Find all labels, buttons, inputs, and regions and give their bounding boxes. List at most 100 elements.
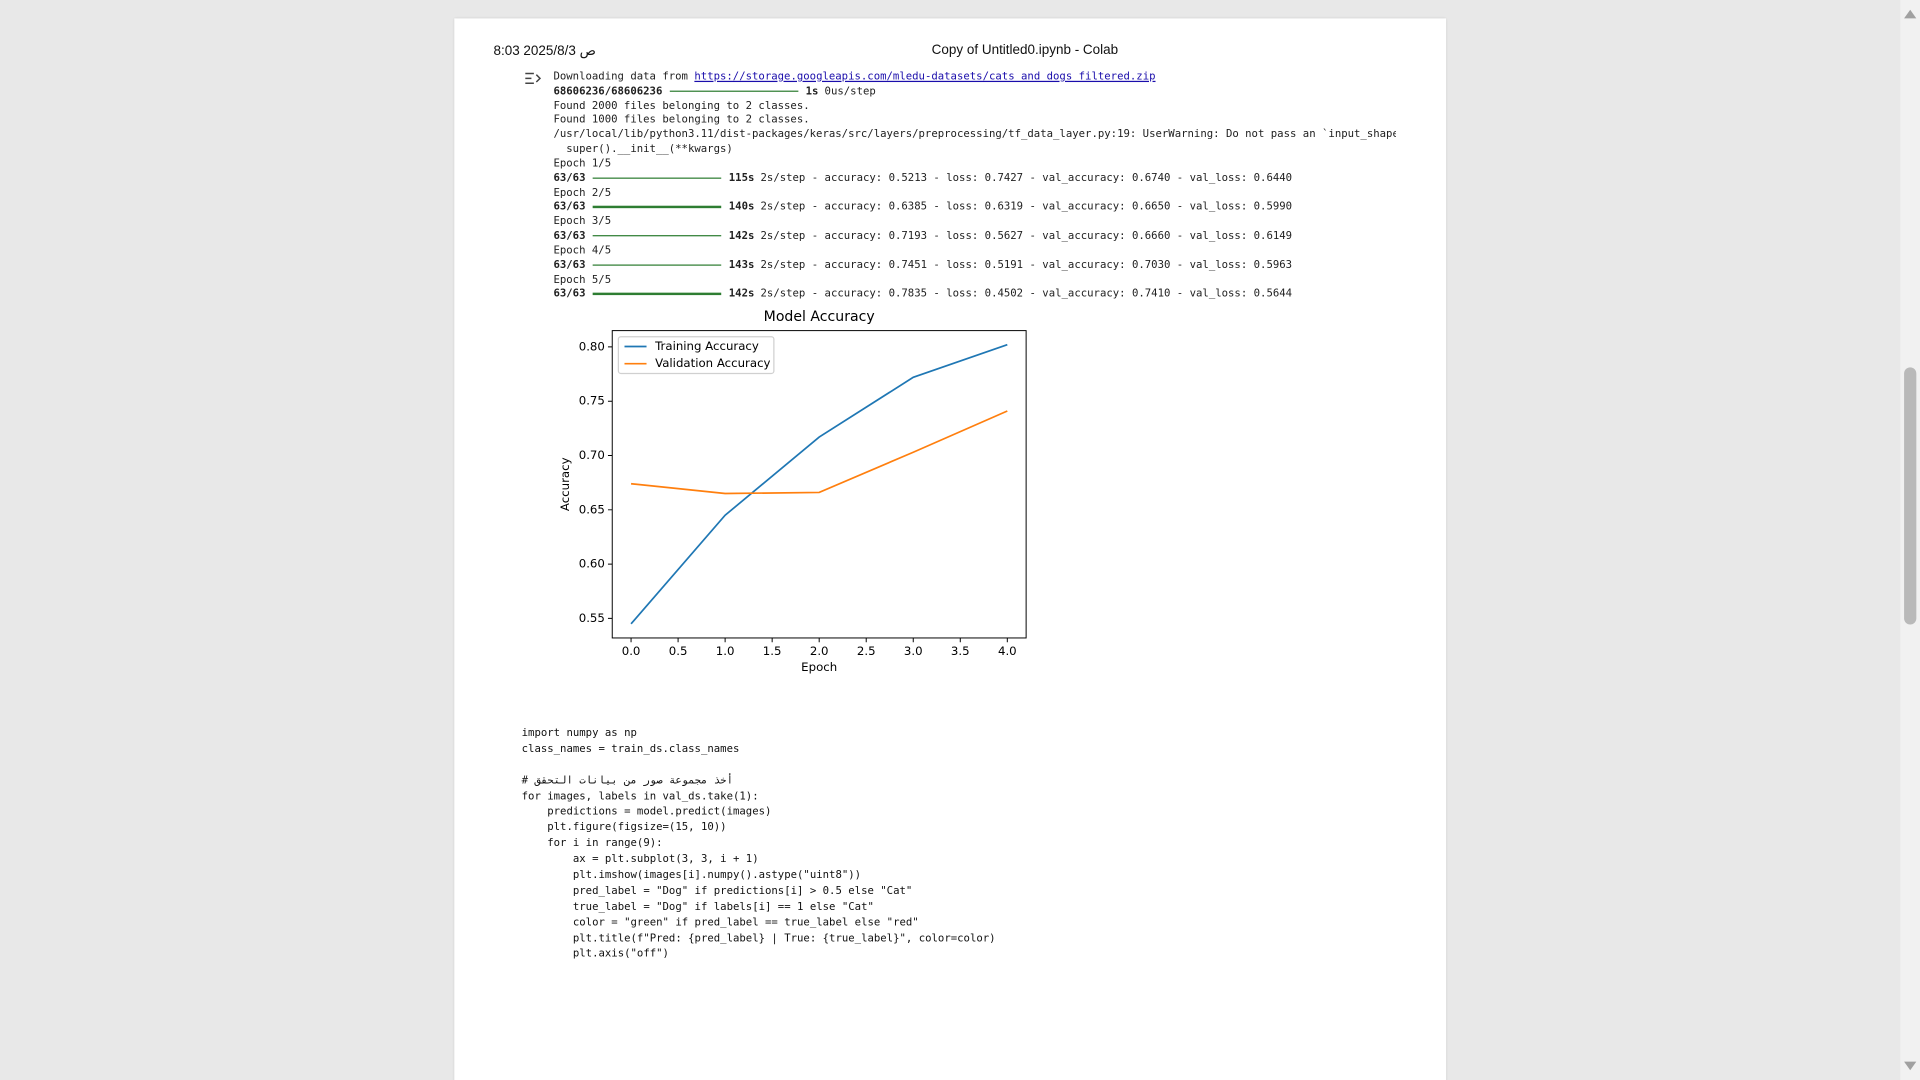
plot-frame bbox=[611, 330, 1027, 639]
output-icon bbox=[525, 72, 542, 85]
series-line bbox=[630, 410, 1008, 495]
legend-label: Training Accuracy bbox=[654, 339, 759, 353]
output-line: Epoch 3/5 bbox=[553, 216, 1395, 230]
output-line: super().__init__(**kwargs) bbox=[553, 143, 1395, 157]
output-text: Epoch 2/5 bbox=[553, 186, 612, 200]
x-tick-label: 2.0 bbox=[810, 644, 829, 658]
legend-box bbox=[617, 336, 775, 375]
progress-stats: 2s/step - accuracy: 0.7193 - loss: 0.562… bbox=[760, 230, 1293, 243]
output-line: 63/63 142s 2s/step - accuracy: 0.7835 - lo… bbox=[553, 288, 1395, 302]
output-line: 63/63 142s 2s/step - accuracy: 0.7193 - lo… bbox=[553, 230, 1395, 244]
download-link[interactable]: https://storage.googleapis.com/mledu-dat… bbox=[694, 71, 1156, 84]
x-tick-label: 1.0 bbox=[716, 644, 735, 658]
progress-bar bbox=[592, 263, 722, 266]
y-tick-label: 0.60 bbox=[579, 557, 605, 571]
y-tick-label: 0.75 bbox=[579, 394, 605, 408]
output-line: Epoch 4/5 bbox=[553, 245, 1395, 259]
progress-time: 142s bbox=[728, 230, 755, 243]
chart: Model Accuracy 0.0 0.5 1.0 1.5 2.0 2.5 3.0 3.5 4.… bbox=[557, 306, 1035, 680]
x-tick-label: 0.0 bbox=[622, 644, 641, 658]
output-line: Epoch 5/5 bbox=[553, 274, 1395, 288]
output-text: /usr/local/lib/python3.11/dist-packages/… bbox=[553, 128, 1396, 142]
series-line bbox=[630, 343, 1008, 625]
progress-bar bbox=[592, 177, 722, 179]
output-line: /usr/local/lib/python3.11/dist-packages/… bbox=[553, 129, 1395, 143]
progress-time: 142s bbox=[728, 288, 755, 301]
code-line: for i in range(9): bbox=[521, 837, 663, 851]
cell-output: Downloading data from https://storage.go… bbox=[553, 71, 1395, 303]
y-axis-label: Accuracy bbox=[558, 457, 572, 511]
output-line: Epoch 2/5 bbox=[553, 187, 1395, 201]
output-line: 63/63 140s 2s/step - accuracy: 0.6385 - lo… bbox=[553, 201, 1395, 215]
print-datetime: 8:03 2025/8/3 ص bbox=[493, 44, 596, 59]
progress-count: 63/63 bbox=[553, 201, 586, 214]
code-line: ax = plt.subplot(3, 3, i + 1) bbox=[521, 853, 759, 866]
progress-time: 140s bbox=[728, 201, 755, 214]
output-line: 68606236/68606236 1s 0us/step bbox=[553, 86, 1395, 100]
y-tick-label: 0.70 bbox=[579, 448, 605, 462]
progress-stats: 2s/step - accuracy: 0.7451 - loss: 0.519… bbox=[760, 259, 1293, 272]
x-tick-label: 2.5 bbox=[857, 644, 876, 658]
progress-bar bbox=[669, 90, 799, 92]
print-title: Copy of Untitled0.ipynb - Colab bbox=[931, 42, 1119, 58]
output-line: Downloading data from https://storage.go… bbox=[553, 71, 1395, 85]
progress-stats: 0us/step bbox=[824, 85, 876, 98]
progress-count: 68606236/68606236 bbox=[553, 85, 663, 98]
code-line: # أخذ مجموعة صور من بيانات التحقق bbox=[521, 774, 733, 787]
code-line: color = "green" if pred_label == true_la… bbox=[521, 916, 919, 930]
output-text: Epoch 1/5 bbox=[553, 157, 612, 171]
progress-stats: 2s/step - accuracy: 0.5213 - loss: 0.742… bbox=[760, 172, 1293, 185]
scroll-up[interactable] bbox=[1903, 7, 1918, 19]
scroll-down[interactable] bbox=[1903, 1060, 1918, 1072]
output-text: Epoch 3/5 bbox=[553, 215, 612, 229]
code-line: class_names = train_ds.class_names bbox=[521, 743, 740, 756]
output-line: 63/63 115s 2s/step - accuracy: 0.5213 - lo… bbox=[553, 172, 1395, 186]
plot-area bbox=[612, 330, 1027, 638]
progress-count: 63/63 bbox=[553, 172, 586, 185]
y-tick-label: 0.80 bbox=[579, 339, 605, 353]
x-tick-label: 0.5 bbox=[669, 644, 688, 658]
progress-time: 115s bbox=[728, 172, 755, 185]
legend-label: Validation Accuracy bbox=[655, 356, 770, 370]
progress-stats: 2s/step - accuracy: 0.7835 - loss: 0.450… bbox=[760, 288, 1293, 301]
output-text: Epoch 4/5 bbox=[553, 244, 612, 258]
output-line: 63/63 143s 2s/step - accuracy: 0.7451 - lo… bbox=[553, 259, 1395, 273]
scrollbar-thumb[interactable] bbox=[1904, 367, 1917, 625]
code-line: plt.imshow(images[i].numpy().astype("uin… bbox=[521, 869, 862, 882]
progress-bar bbox=[592, 292, 722, 295]
code-line: plt.title(f"Pred: {pred_label} | True: {… bbox=[521, 932, 996, 945]
code-line: pred_label = "Dog" if predictions[i] > 0… bbox=[521, 885, 913, 898]
progress-count: 63/63 bbox=[553, 259, 586, 272]
progress-time: 143s bbox=[728, 259, 755, 272]
y-tick-label: 0.65 bbox=[579, 502, 605, 516]
progress-bar bbox=[592, 234, 722, 237]
code-line: plt.figure(figsize=(15, 10)) bbox=[521, 822, 727, 835]
progress-time: 1s bbox=[805, 85, 819, 98]
code-line: plt.axis("off") bbox=[521, 948, 669, 961]
output-line: Found 2000 files belonging to 2 classes. bbox=[553, 100, 1395, 114]
output-text: Found 2000 files belonging to 2 classes. bbox=[553, 99, 810, 113]
y-tick-label: 0.55 bbox=[579, 611, 605, 625]
code-line: predictions = model.predict(images) bbox=[521, 806, 772, 819]
x-tick-label: 1.5 bbox=[763, 644, 782, 658]
progress-count: 63/63 bbox=[553, 288, 586, 301]
output-line: Epoch 1/5 bbox=[553, 158, 1395, 172]
output-text: Downloading data from bbox=[553, 71, 695, 84]
code-line: import numpy as np bbox=[521, 727, 637, 740]
code-cell: import numpy as np class_names = train_ds… bbox=[522, 726, 996, 963]
code-line: for images, labels in val_ds.take(1): bbox=[521, 790, 759, 803]
output-text: Epoch 5/5 bbox=[553, 273, 612, 287]
chart-title: Model Accuracy bbox=[764, 309, 875, 325]
progress-bar bbox=[592, 206, 722, 208]
output-line: Found 1000 files belonging to 2 classes. bbox=[553, 114, 1395, 128]
output-text: Found 1000 files belonging to 2 classes. bbox=[553, 114, 810, 127]
x-tick-label: 3.0 bbox=[904, 644, 923, 658]
code-line: true_label = "Dog" if labels[i] == 1 els… bbox=[521, 900, 874, 914]
x-tick-label: 3.5 bbox=[951, 644, 970, 658]
output-text: super().__init__(**kwargs) bbox=[553, 143, 733, 156]
x-tick-label: 4.0 bbox=[998, 644, 1017, 658]
x-axis-label: Epoch bbox=[801, 660, 837, 674]
progress-count: 63/63 bbox=[553, 230, 586, 243]
